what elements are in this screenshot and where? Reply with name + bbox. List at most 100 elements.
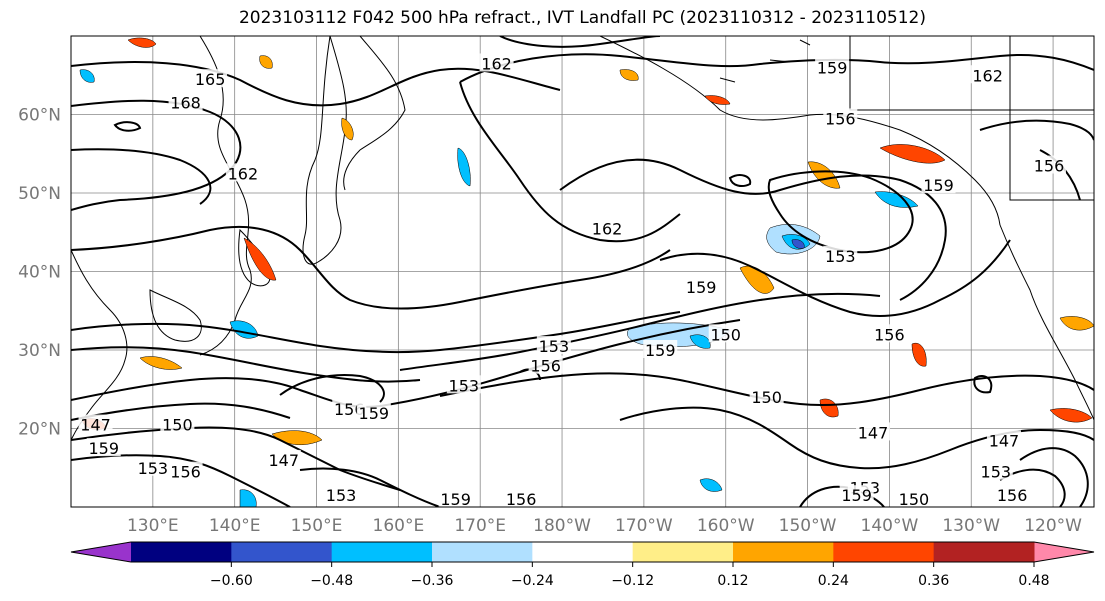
contour-label: 156 — [1034, 157, 1065, 176]
contour-label-bg — [446, 375, 481, 394]
contour-label-bg — [684, 277, 719, 296]
contour-label-bg — [921, 175, 956, 194]
lat-label: 40°N — [18, 263, 61, 283]
contour-label: 150 — [751, 388, 782, 407]
contour-label: 159 — [817, 58, 848, 77]
contour-label-bg — [479, 53, 514, 72]
colorbar-tick-label: −0.36 — [411, 573, 454, 589]
contour-label: 147 — [80, 416, 111, 435]
contour-label: 156 — [874, 325, 905, 344]
contour-label-bg — [823, 108, 858, 127]
colorbar-tick-label: −0.48 — [310, 573, 353, 589]
lat-label: 60°N — [18, 106, 61, 126]
lon-label: 150°E — [291, 516, 343, 536]
contour-label: 162 — [972, 66, 1003, 85]
contour-label: 159 — [645, 341, 676, 360]
contour-label: 159 — [686, 278, 717, 297]
lon-label: 170°W — [615, 516, 673, 536]
contour-label-bg — [749, 387, 784, 406]
contour-label: 147 — [858, 423, 889, 442]
lon-label: 130°W — [942, 516, 1000, 536]
lat-label: 30°N — [18, 341, 61, 361]
colorbar: −0.60 −0.48 −0.36 −0.24 −0.12 0.12 0.24 0.36 0.4… — [70, 541, 1095, 589]
latitude-labels: 60°N 50°N 40°N 30°N 20°N — [18, 106, 61, 440]
contour-label-bg — [1031, 155, 1066, 174]
colorbar-segment — [733, 542, 834, 562]
contour-label: 153 — [539, 337, 570, 356]
contour-label: 153 — [981, 463, 1012, 482]
contour-label: 156 — [170, 463, 201, 482]
colorbar-tick-label: −0.24 — [511, 573, 554, 589]
colorbar-tick-label: −0.60 — [210, 573, 253, 589]
contour-label-bg — [823, 245, 858, 264]
colorbar-tick-label: 0.24 — [818, 573, 849, 589]
contour-label-bg — [995, 485, 1030, 504]
contour-label: 162 — [228, 164, 259, 183]
contour-label-bg — [168, 92, 203, 111]
contour-label-bg — [504, 489, 539, 507]
lon-label: 140°E — [209, 516, 261, 536]
contour-label-bg — [986, 430, 1021, 449]
contour-label: 165 — [195, 70, 226, 89]
longitude-labels: 130°E 140°E 150°E 160°E 170°E 180°W 170°W 160°W… — [127, 516, 1082, 536]
graticule — [71, 36, 1094, 507]
contour-label: 156 — [997, 486, 1028, 505]
contour-label: 162 — [481, 54, 512, 73]
colorbar-extend-low — [71, 542, 131, 562]
contour-label-bg — [266, 449, 301, 468]
colorbar-extend-high — [1034, 542, 1094, 562]
lon-label: 120°W — [1024, 516, 1082, 536]
contour-label-bg — [225, 163, 260, 182]
contour-label-bg — [856, 422, 891, 441]
lat-label: 50°N — [18, 184, 61, 204]
contour-label-bg — [193, 69, 228, 88]
colorbar-tick-label: 0.36 — [918, 573, 949, 589]
colorbar-segment — [131, 542, 232, 562]
colorbar-outline — [70, 541, 1095, 563]
contour-label-bg — [590, 218, 625, 237]
colorbar-segment — [632, 542, 734, 562]
map-frame — [70, 35, 1095, 508]
contour-label: 153 — [326, 486, 357, 505]
lon-label: 170°E — [454, 516, 506, 536]
lon-label: 130°E — [127, 516, 179, 536]
contour-label-bg — [528, 355, 563, 374]
contour-label: 156 — [506, 490, 537, 509]
lon-label: 160°W — [697, 516, 755, 536]
contour-label: 159 — [923, 176, 954, 195]
colorbar-tick-label: 0.12 — [717, 573, 748, 589]
contour-label: 159 — [440, 490, 471, 509]
lon-label: 150°W — [779, 516, 837, 536]
colorbar-segment — [833, 542, 935, 562]
contour-label-bg — [356, 402, 391, 421]
contour-label: 156 — [530, 357, 561, 376]
colorbar-segment — [432, 542, 533, 562]
contour-label-bg — [135, 457, 170, 476]
contour-label-bg — [536, 336, 571, 355]
contour-label: 162 — [592, 219, 623, 238]
contour-label-bg — [438, 489, 473, 507]
contour-label-bg — [160, 414, 195, 433]
contour-label-bg — [168, 461, 203, 480]
contour-label: 153 — [449, 376, 480, 395]
contour-label-bg — [78, 414, 113, 433]
contour-label-bg — [896, 489, 931, 507]
colorbar-tick-label: −0.12 — [611, 573, 654, 589]
contour-label: 150 — [162, 416, 193, 435]
contour-label: 150 — [710, 325, 741, 344]
contour-label-bg — [86, 438, 121, 457]
contour-label-bg — [872, 324, 907, 343]
lon-label: 140°W — [861, 516, 919, 536]
contour-label: 159 — [359, 404, 390, 423]
contour-label-bg — [324, 485, 359, 504]
contour-label-bg — [643, 340, 678, 358]
contour-label: 159 — [841, 486, 872, 505]
contour-label: 159 — [88, 439, 119, 458]
contour-label-bg — [815, 57, 850, 76]
lat-label: 20°N — [18, 420, 61, 440]
contour-label: 150 — [899, 490, 930, 509]
contour-labels: 162 159 162 165 168 156 162 159 156 162 153 159 150 1… — [78, 53, 1066, 509]
colorbar-segment — [532, 542, 634, 562]
height-contours — [71, 36, 1094, 507]
